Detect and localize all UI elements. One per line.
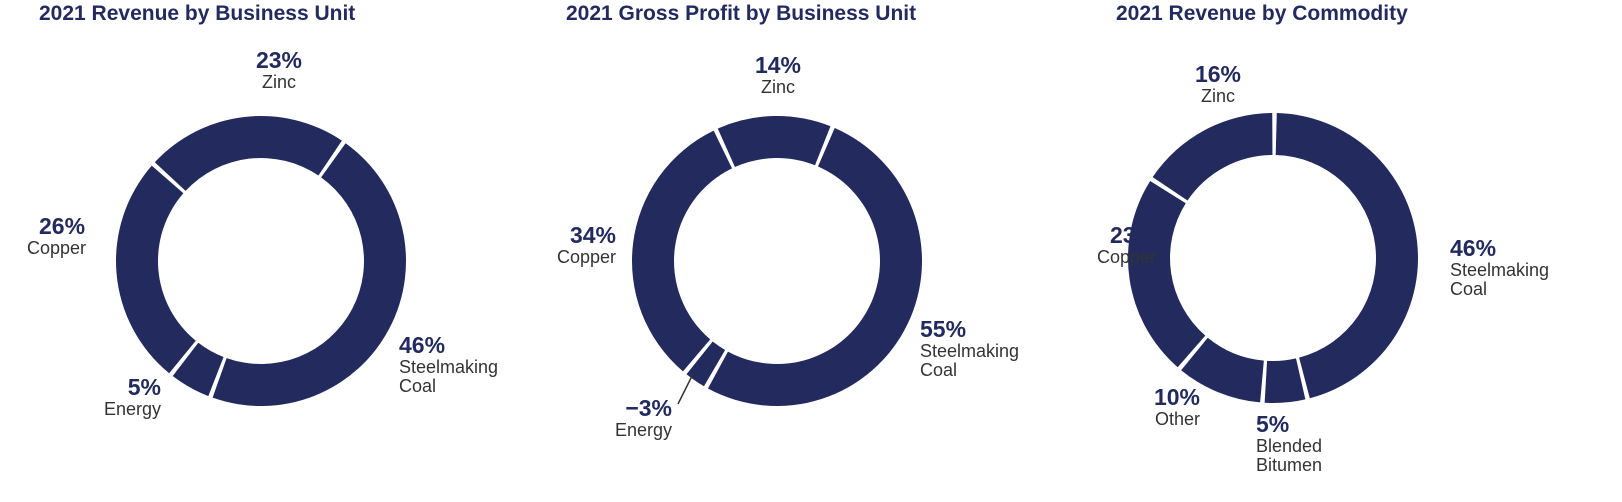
percent-label: 23% bbox=[255, 47, 303, 73]
category-label: Other bbox=[1154, 408, 1200, 429]
label-other: 10% Other bbox=[1154, 385, 1200, 429]
chart-revenue-by-commodity: 2021 Revenue by Commodity 16% Zinc 46% S… bbox=[1080, 0, 1622, 502]
category-label: Zinc bbox=[261, 71, 297, 92]
segment-energy bbox=[686, 341, 726, 387]
category-label: Zinc bbox=[1200, 85, 1236, 106]
percent-label: 16% bbox=[1194, 61, 1242, 87]
chart-title: 2021 Gross Profit by Business Unit bbox=[566, 2, 917, 25]
percent-label: 34% bbox=[569, 222, 616, 248]
label-copper: 26% Copper bbox=[27, 214, 86, 258]
segment-zinc bbox=[717, 116, 831, 167]
label-zinc: 23% Zinc bbox=[256, 48, 302, 92]
category-label: Steelmaking Coal bbox=[1450, 259, 1550, 300]
label-copper: 34% Copper bbox=[557, 223, 616, 267]
segment-blended-bitumen bbox=[1264, 358, 1306, 403]
label-zinc: 14% Zinc bbox=[755, 53, 801, 97]
segment-energy bbox=[172, 342, 224, 397]
chart-gross-profit-by-business-unit: 2021 Gross Profit by Business Unit 14% Z… bbox=[540, 0, 1080, 502]
segment-steelmaking-coal bbox=[212, 143, 406, 406]
category-label: Zinc bbox=[760, 76, 796, 97]
segment-steelmaking-coal bbox=[1275, 113, 1418, 399]
label-energy: −3% Energy bbox=[615, 396, 672, 440]
percent-label: 46% bbox=[399, 332, 446, 358]
category-label: Copper bbox=[1096, 246, 1156, 267]
percent-label: 5% bbox=[1256, 411, 1290, 437]
category-label: Copper bbox=[27, 237, 87, 258]
segment-zinc bbox=[154, 115, 342, 191]
percent-label: 55% bbox=[920, 316, 967, 342]
category-label: Energy bbox=[614, 419, 672, 440]
segment-zinc bbox=[1152, 113, 1273, 201]
category-label: Energy bbox=[103, 398, 161, 419]
label-copper: 23% Copper bbox=[1097, 223, 1156, 267]
percent-label: 46% bbox=[1450, 235, 1497, 261]
label-steelmaking-coal: 55% Steelmaking Coal bbox=[920, 317, 1019, 381]
chart-title: 2021 Revenue by Commodity bbox=[1116, 2, 1408, 25]
percent-label: 23% bbox=[1109, 222, 1156, 248]
label-steelmaking-coal: 46% Steelmaking Coal bbox=[399, 333, 498, 397]
percent-label: 14% bbox=[754, 52, 802, 78]
percent-label: −3% bbox=[625, 395, 672, 421]
percent-label: 5% bbox=[127, 374, 161, 400]
segment-other bbox=[1181, 337, 1264, 403]
label-zinc: 16% Zinc bbox=[1195, 62, 1241, 106]
segment-copper bbox=[632, 130, 733, 372]
donut-chart bbox=[116, 115, 406, 406]
category-label: Steelmaking Coal bbox=[920, 340, 1020, 381]
category-label: Copper bbox=[556, 246, 616, 267]
segment-copper bbox=[116, 165, 196, 374]
label-steelmaking-coal: 46% Steelmaking Coal bbox=[1450, 236, 1549, 300]
category-label: Blended Bitumen bbox=[1256, 435, 1323, 476]
segment-steelmaking-coal bbox=[707, 127, 922, 407]
percent-label: 26% bbox=[39, 213, 86, 239]
label-energy: 5% Energy bbox=[104, 375, 161, 419]
segment-copper bbox=[1128, 180, 1206, 368]
donut-chart bbox=[632, 116, 922, 407]
chart-title: 2021 Revenue by Business Unit bbox=[39, 2, 356, 25]
percent-label: 10% bbox=[1153, 384, 1200, 410]
category-label: Steelmaking Coal bbox=[399, 356, 499, 397]
chart-revenue-by-business-unit: 2021 Revenue by Business Unit 23% Zinc 4… bbox=[0, 0, 540, 502]
donut-chart bbox=[1128, 113, 1418, 403]
label-blended-bitumen: 5% Blended Bitumen bbox=[1256, 412, 1322, 476]
